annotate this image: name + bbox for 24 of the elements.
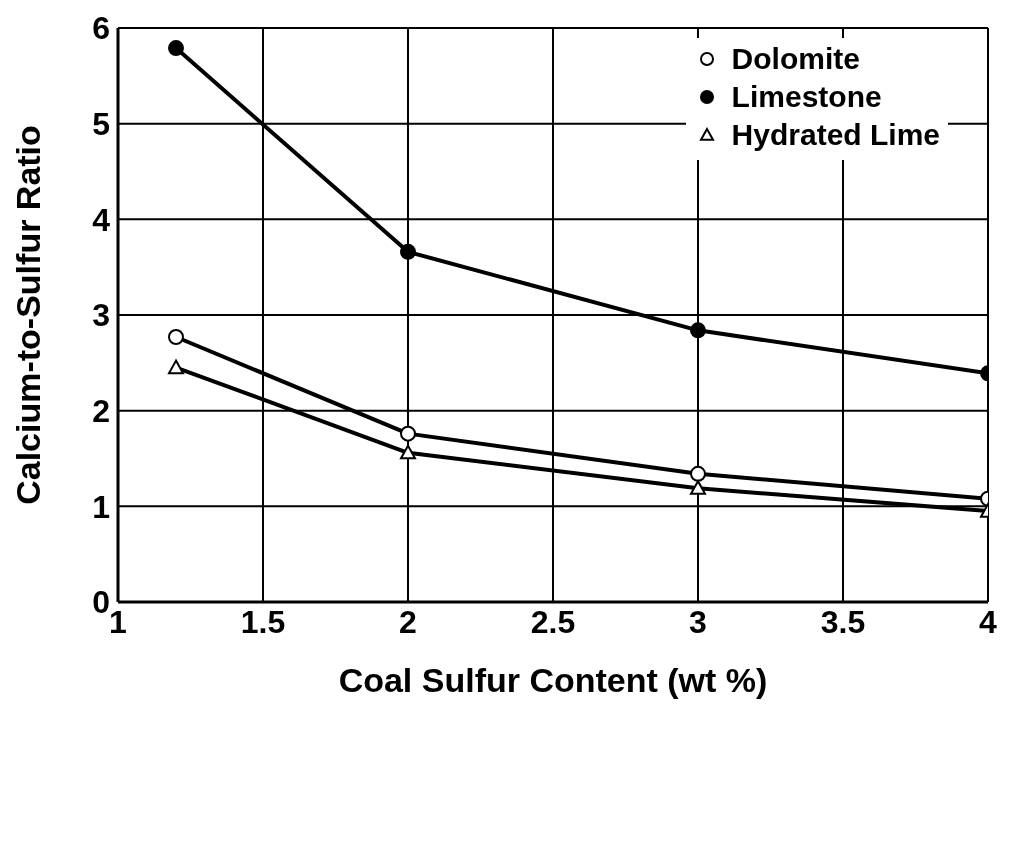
x-tick-label: 4 bbox=[979, 603, 998, 640]
point bbox=[400, 444, 416, 460]
y-tick-label: 1 bbox=[92, 488, 110, 525]
y-tick-label: 6 bbox=[92, 10, 110, 47]
legend-label: Hydrated Lime bbox=[731, 118, 940, 152]
point bbox=[168, 40, 184, 57]
x-tick-label: 3.5 bbox=[820, 603, 866, 640]
x-tick-label: 2.5 bbox=[530, 603, 576, 640]
point bbox=[400, 425, 416, 442]
y-tick-label: 4 bbox=[92, 201, 111, 238]
y-tick-label: 5 bbox=[92, 106, 110, 143]
point bbox=[168, 359, 184, 375]
x-tick-label: 3 bbox=[689, 603, 707, 640]
y-tick-label: 3 bbox=[92, 297, 110, 334]
point bbox=[168, 329, 184, 345]
point bbox=[400, 243, 416, 260]
x-axis-title: Coal Sulfur Content (wt %) bbox=[338, 661, 768, 699]
y-axis-title: Calcium-to-Sulfur Ratio bbox=[9, 125, 48, 505]
legend-label: Dolomite bbox=[731, 42, 860, 76]
x-tick-label: 2 bbox=[399, 603, 417, 640]
x-tick-label: 1.5 bbox=[240, 603, 286, 640]
legend-label: Limestone bbox=[731, 80, 882, 114]
y-tick-label: 2 bbox=[92, 393, 110, 430]
y-tick-label: 0 bbox=[92, 584, 110, 621]
